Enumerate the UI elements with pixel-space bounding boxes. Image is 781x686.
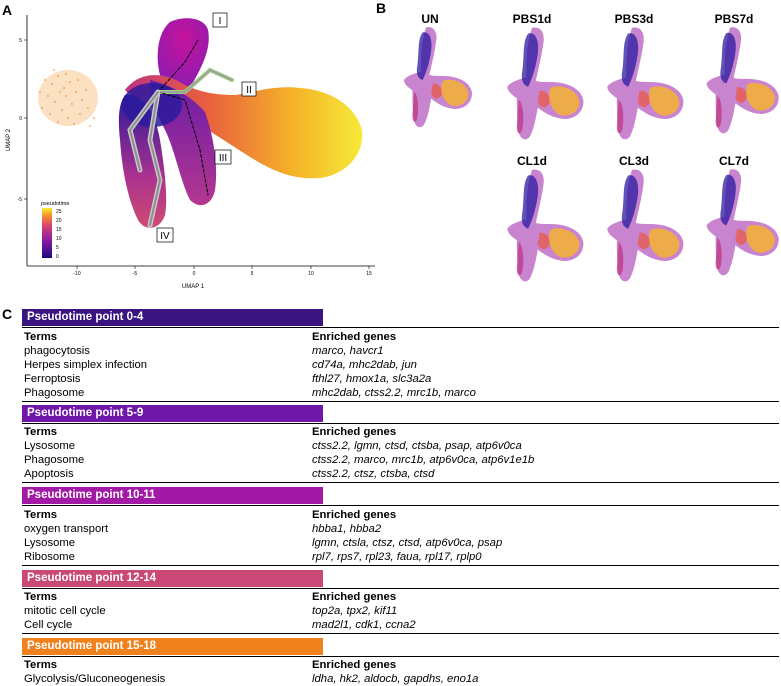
umap-pbs7d (706, 27, 779, 134)
trajectory-label-ii: II (246, 85, 252, 96)
umap-cl7d (706, 169, 779, 276)
table-row: oxygen transport hbba1, hbba2 (24, 523, 382, 535)
x-tick-label: -5 (133, 271, 138, 277)
panel-c-letter: C (2, 306, 13, 322)
table-header-row: Terms Enriched genes (24, 331, 397, 343)
panel-a-letter: A (2, 2, 13, 18)
panel-b: B UN PBS1d PBS3d PBS7d CL1d CL3d CL7d (376, 0, 781, 300)
x-tick-label: 10 (308, 271, 314, 277)
umap-un (403, 27, 472, 128)
x-tick-label: 5 (251, 271, 254, 277)
svg-text:15: 15 (56, 227, 62, 233)
table-header-row: Terms Enriched genes (24, 509, 397, 521)
panel-b-letter: B (376, 0, 387, 16)
condition-label: CL7d (719, 154, 749, 168)
legend-colorbar (42, 208, 52, 258)
condition-umaps (403, 27, 779, 282)
y-tick-label: -5 (18, 197, 23, 203)
legend-ticks: 25 20 15 10 5 0 (56, 209, 62, 260)
table-row: Cell cycle mad2l1, cdk1, ccna2 (24, 619, 416, 631)
x-tick-label: 15 (366, 271, 372, 277)
y-axis-title: UMAP 2 (6, 128, 12, 151)
table-row: Ferroptosis fthl27, hmox1a, slc3a2a (24, 373, 432, 385)
y-tick-label: 5 (19, 38, 22, 44)
condition-label: PBS1d (512, 12, 552, 26)
condition-label: PBS7d (714, 12, 754, 26)
table-row: phagocytosis marco, havcr1 (24, 345, 384, 357)
trajectories (127, 39, 234, 228)
section-header: Pseudotime point 0-4 (22, 309, 323, 326)
x-axis-title: UMAP 1 (182, 284, 205, 290)
section-header: Pseudotime point 10-11 (22, 487, 323, 504)
svg-text:10: 10 (56, 236, 62, 242)
table-row: Ribosome rpl7, rps7, rpl23, faua, rpl17,… (24, 551, 482, 563)
umap-cl1d (507, 169, 584, 282)
svg-text:20: 20 (56, 218, 62, 224)
table-header-row: Terms Enriched genes (24, 591, 397, 603)
svg-text:5: 5 (56, 245, 59, 251)
condition-label: PBS3d (614, 12, 654, 26)
x-tick-label: -10 (73, 271, 80, 277)
section-header: Pseudotime point 5-9 (22, 405, 323, 422)
condition-label: CL1d (517, 154, 547, 168)
y-tick-label: 0 (19, 116, 22, 122)
table-row: Phagosome ctss2.2, marco, mrc1b, atp6v0c… (24, 454, 535, 466)
trajectory-labels: I II III IV (156, 12, 257, 243)
condition-label: UN (421, 12, 439, 26)
umap-cl3d (607, 169, 684, 282)
table-row: mitotic cell cycle top2a, tpx2, kif11 (24, 605, 398, 617)
x-tick-label: 0 (193, 271, 196, 277)
section-header: Pseudotime point 12-14 (22, 570, 323, 587)
table-row: Lysosome lgmn, ctsla, ctsz, ctsd, atp6v0… (24, 537, 503, 549)
table-row: Phagosome mhc2dab, ctss2.2, mrc1b, marco (24, 387, 476, 399)
orange-cluster-points (38, 69, 98, 127)
svg-text:0: 0 (56, 254, 59, 260)
trajectory-label-iv: IV (160, 231, 170, 242)
trajectory-label-i: I (219, 16, 222, 27)
table-row: Herpes simplex infection cd74a, mhc2dab,… (24, 359, 417, 371)
table-row: Apoptosis ctss2.2, ctsz, ctsba, ctsd (24, 468, 435, 480)
table-row: Lysosome ctss2.2, lgmn, ctsd, ctsba, psa… (24, 440, 522, 452)
table-header-row: Terms Enriched genes (24, 659, 397, 671)
umap-plot: -10 -5 0 5 10 15 5 0 -5 UMAP 1 UMAP 2 (6, 12, 375, 290)
section-header: Pseudotime point 15-18 (22, 638, 323, 655)
trajectory-label-iii: III (219, 153, 227, 164)
table-row: Glycolysis/Gluconeogenesis ldha, hk2, al… (24, 673, 479, 685)
table-header-row: Terms Enriched genes (24, 426, 397, 438)
svg-text:25: 25 (56, 209, 62, 215)
legend-title: pseudotime (41, 201, 69, 207)
umap-pbs3d (607, 27, 684, 140)
umap-pbs1d (507, 27, 584, 140)
top-branch-lobe (157, 18, 209, 90)
condition-label: CL3d (619, 154, 649, 168)
panel-a: A (0, 0, 380, 300)
